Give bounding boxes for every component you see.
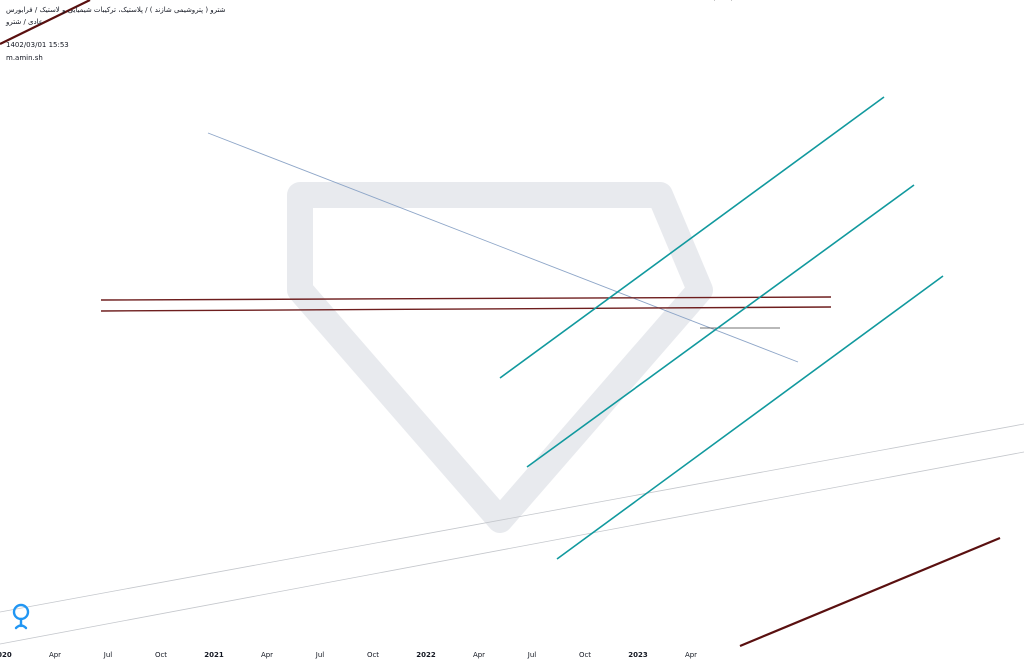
time-tick-label: Jul [103,651,113,659]
thick-trendline-top[interactable] [0,0,91,45]
thick-trendline-bottom[interactable] [739,536,1001,648]
time-tick-label: Jul [527,651,537,659]
time-tick-label: 2023 [628,651,648,659]
time-tick-label: Oct [367,651,379,659]
channel-middle-line[interactable] [526,184,915,468]
zone-label-2469: (2469) [713,0,733,2]
watermark-diamond [287,182,713,533]
channel-upper-line[interactable] [499,96,885,379]
long-trendline-lower[interactable] [0,451,1024,645]
time-tick-label: Oct [155,651,167,659]
channel-lower-line[interactable] [556,275,944,560]
time-tick-label: 2020 [0,651,12,659]
time-tick-label: 2021 [204,651,224,659]
timestamp: 1402/03/01 15:53 [6,41,69,49]
drawings-layer[interactable] [0,0,1024,648]
time-tick-label: Oct [579,651,591,659]
tradingview-logo-icon[interactable] [8,600,34,634]
market-subtitle: عادی / شترو [6,18,43,26]
time-tick-label: Jul [315,651,325,659]
time-tick-label: Apr [473,651,485,659]
time-tick-label: Apr [685,651,697,659]
time-tick-label: Apr [261,651,273,659]
resistance-line-upper[interactable] [100,296,832,301]
time-tick-label: Apr [49,651,61,659]
author-name: m.amin.sh [6,54,43,62]
symbol-title: شترو ( پتروشیمی شازند ) / پلاستیک، ترکیب… [6,6,226,14]
watermark-logo [287,182,713,533]
descending-trendline[interactable] [207,132,799,363]
long-trendline-upper[interactable] [0,423,1024,613]
time-tick-label: 2022 [416,651,436,659]
annotation-labels: (5708)(4124)(2469) [713,0,733,2]
time-axis[interactable]: 2020 Apr Jul Oct 2021 Apr Jul Oct 2022 Apr Jul Oct 2… [0,651,697,659]
resistance-line-lower[interactable] [100,306,832,312]
